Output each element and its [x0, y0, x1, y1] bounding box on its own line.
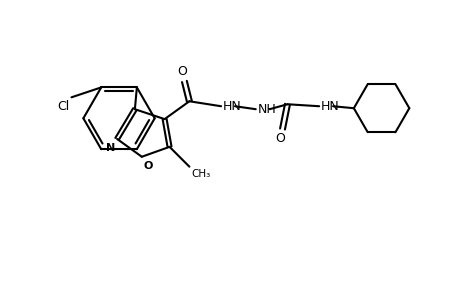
Text: CH₃: CH₃ — [191, 169, 210, 178]
Text: Cl: Cl — [57, 100, 69, 113]
Text: HN: HN — [223, 100, 241, 113]
Text: HN: HN — [320, 100, 339, 113]
Text: NH: NH — [257, 103, 276, 116]
Text: O: O — [275, 132, 285, 145]
Text: N: N — [106, 143, 115, 153]
Text: O: O — [177, 65, 187, 79]
Text: O: O — [144, 161, 153, 171]
